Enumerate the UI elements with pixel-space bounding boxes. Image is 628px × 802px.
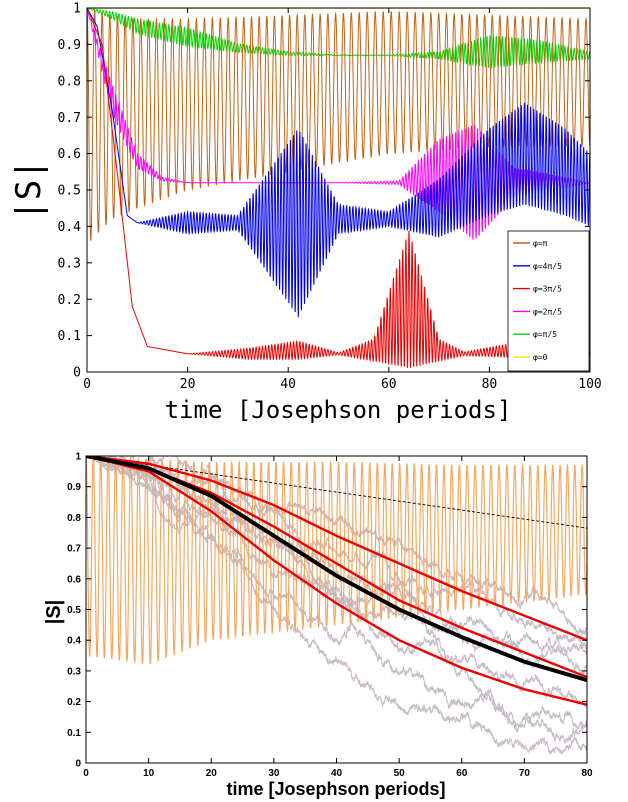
y-tick-label: 0.4: [67, 636, 81, 647]
y-tick-label: 0.3: [67, 666, 81, 677]
y-tick-label: 0: [73, 366, 81, 381]
x-tick-label: 80: [482, 377, 498, 392]
y-tick-label: 0.6: [58, 147, 81, 162]
bottom-x-axis-label: time [Josephson periods]: [226, 779, 445, 799]
x-tick-label: 70: [519, 768, 531, 779]
y-tick-label: 0.8: [58, 74, 81, 89]
bottom-ticks-group: 0 10 20 30 40 50 60 70 80 0 0.1 0.2 0.3 0.4 0.5 0.6 0.7 0…: [67, 452, 593, 780]
y-tick-label: 0.2: [58, 293, 81, 308]
top-x-axis-label: time [Josephson periods]: [165, 396, 512, 424]
top-legend: φ=π φ=4π/5 φ=3π/5 φ=2π/5 φ=π/5 φ=0: [507, 230, 590, 372]
y-tick-label: 1: [75, 452, 81, 463]
y-tick-label: 1: [73, 2, 81, 17]
top-ticks-group: 0 20 40 60 80 100 0 0.1 0.2 0.3 0.4 0.5 0.6 0.7 0.8 0.9…: [58, 2, 602, 392]
bottom-series-group: [86, 456, 587, 755]
bottom-chart: 0 10 20 30 40 50 60 70 80 0 0.1 0.2 0.3 0.4 0.5 0.6 0.7 0…: [43, 452, 593, 800]
series-line-5: [86, 456, 587, 529]
x-tick-label: 80: [581, 768, 593, 779]
x-tick-label: 40: [331, 768, 343, 779]
series-line-1: [86, 456, 587, 683]
legend-label: φ=π/5: [533, 330, 557, 339]
x-tick-label: 10: [143, 768, 155, 779]
x-tick-label: 30: [268, 768, 280, 779]
y-tick-label: 0.6: [67, 574, 81, 585]
top-series-group: [87, 8, 590, 368]
x-tick-label: 0: [83, 377, 91, 392]
y-tick-label: 0.1: [67, 728, 81, 739]
series-line-2: [86, 456, 587, 642]
series-line-0: [86, 456, 587, 665]
legend-label: φ=4π/5: [533, 262, 562, 271]
y-tick-label: 0.5: [58, 184, 81, 199]
y-tick-label: 0.5: [67, 605, 81, 616]
y-tick-label: 0.2: [67, 697, 81, 708]
series-line-4: [86, 456, 587, 706]
series-line-0: [87, 8, 590, 242]
bottom-y-axis-label: |S|: [43, 600, 65, 625]
x-tick-label: 40: [280, 377, 296, 392]
y-tick-label: 0.9: [67, 482, 81, 493]
x-tick-label: 20: [206, 768, 218, 779]
x-tick-label: 60: [381, 377, 397, 392]
top-chart: 0 20 40 60 80 100 0 0.1 0.2 0.3 0.4 0.5 0.6 0.7 0.8 0.9…: [9, 2, 602, 424]
y-tick-label: 0.1: [58, 329, 81, 344]
y-tick-label: 0.9: [58, 38, 81, 53]
x-tick-label: 50: [394, 768, 406, 779]
legend-label: φ=0: [533, 353, 548, 362]
y-tick-label: 0.8: [67, 513, 81, 524]
legend-label: φ=3π/5: [533, 285, 562, 294]
series-line-1: [87, 8, 590, 318]
y-tick-label: 0.7: [67, 544, 81, 555]
series-line-9: [86, 456, 587, 708]
x-tick-label: 20: [180, 377, 196, 392]
top-y-axis-label: |S|: [9, 159, 49, 220]
y-tick-label: 0.7: [58, 111, 81, 126]
x-tick-label: 0: [83, 768, 89, 779]
legend-box: [507, 230, 590, 372]
y-tick-label: 0: [75, 759, 81, 770]
series-line-2: [87, 8, 590, 368]
legend-label: φ=π: [533, 239, 548, 248]
x-tick-label: 100: [578, 377, 601, 392]
legend-label: φ=2π/5: [533, 307, 562, 316]
x-tick-label: 60: [456, 768, 468, 779]
y-tick-label: 0.3: [58, 256, 81, 271]
y-tick-label: 0.4: [58, 220, 82, 235]
series-line-10: [86, 456, 587, 755]
